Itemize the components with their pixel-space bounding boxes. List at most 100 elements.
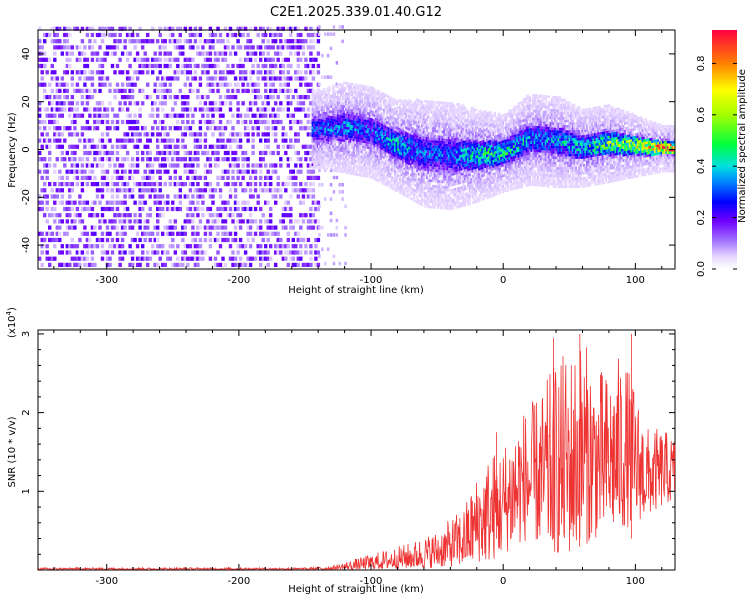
spectrogram-cell (344, 226, 347, 230)
spectrogram-cell (83, 256, 87, 261)
spectrogram-cell (146, 150, 150, 156)
spectrogram-cell (70, 76, 74, 81)
spectrogram-cell (248, 219, 253, 224)
spectrogram-cell (211, 32, 215, 38)
spectrogram-cell (363, 109, 367, 112)
spectrogram-cell (55, 82, 59, 87)
spectrogram-cell (319, 155, 322, 159)
spectrogram-cell (58, 82, 62, 87)
spectrogram-cell (78, 113, 82, 118)
spectrogram-cell (317, 147, 321, 151)
spectrogram-cell (317, 126, 321, 130)
spectrogram-cell (261, 213, 265, 218)
spectrogram-cell (409, 105, 413, 108)
spectrogram-cell (405, 134, 408, 137)
spectrogram-cell (360, 147, 363, 151)
spectrogram-cell (269, 256, 273, 261)
spectrogram-cell (181, 132, 185, 137)
spectrogram-cell (50, 113, 54, 118)
spectrogram-cell (228, 51, 233, 56)
spectrogram-cell (40, 132, 44, 137)
spectrogram-cell (128, 63, 132, 69)
spectrogram-cell (314, 237, 318, 243)
spectrogram-cell (274, 101, 278, 106)
spectrogram-cell (110, 45, 115, 50)
spectrogram-cell (238, 70, 243, 75)
spectrogram-cell (414, 100, 417, 103)
spectrogram-cell (357, 139, 360, 142)
spectrogram-cell (85, 95, 90, 100)
spectrogram-cell (163, 132, 167, 137)
spectrogram-cell (394, 159, 397, 163)
spectrogram-cell (313, 163, 316, 166)
spectrogram-cell (333, 127, 336, 130)
spectrogram-cell (85, 237, 90, 243)
spectrogram-cell (80, 250, 85, 255)
spectrogram-cell (340, 107, 343, 110)
spectrogram-cell (368, 154, 371, 158)
spectrogram-cell (108, 26, 112, 31)
spectrogram-cell (108, 231, 112, 236)
spectrogram-cell (178, 51, 182, 56)
spectrogram-cell (118, 107, 122, 112)
spectrogram-cell (370, 141, 373, 145)
spectrogram-cell (166, 200, 170, 205)
spectrogram-cell (384, 164, 387, 168)
spectrogram-cell (83, 244, 87, 249)
spectrogram-cell (281, 219, 285, 224)
spectrogram-cell (296, 169, 300, 174)
spectrogram-cell (398, 107, 401, 110)
spectrogram-cell (53, 70, 57, 75)
spectrogram-cell (411, 135, 414, 138)
spectrogram-cell (221, 101, 225, 106)
spectrogram-cell (398, 130, 401, 134)
spectrogram-cell (186, 95, 190, 100)
spectrogram-cell (405, 126, 408, 129)
spectrogram-cell (387, 164, 390, 167)
spectrogram-cell (128, 219, 132, 224)
spectrogram-cell (330, 134, 333, 137)
spectrogram-cell (40, 231, 44, 236)
spectrogram-cell (246, 45, 250, 50)
spectrogram-cell (336, 83, 340, 86)
spectrogram-cell (65, 182, 69, 187)
spectrogram-cell (233, 182, 238, 187)
spectrogram-cell (168, 225, 172, 230)
spectrogram-cell (151, 175, 155, 180)
spectrogram-cell (156, 213, 160, 218)
spectrogram-cell (321, 100, 324, 104)
spectrogram-cell (402, 116, 405, 120)
spectrogram-cell (228, 95, 233, 100)
spectrogram-cell (196, 231, 200, 236)
spectrogram-cell (90, 57, 95, 62)
spectrogram-cell (294, 88, 298, 93)
spectrogram-cell (135, 51, 140, 56)
spectrogram-cell (384, 125, 387, 129)
spectrogram-cell (335, 153, 338, 157)
spectrogram-cell (90, 70, 95, 75)
spectrogram-cell (325, 157, 328, 160)
spectrogram-cell (314, 256, 318, 261)
spectrogram-cell (343, 102, 346, 106)
spectrogram-cell (73, 88, 77, 93)
spectrogram-cell (344, 166, 348, 169)
spectrogram-cell (381, 126, 384, 129)
spectrogram-cell (417, 172, 420, 176)
spectrogram-cell (390, 126, 394, 129)
spectrogram-cell (354, 138, 357, 142)
spectrogram-cell (183, 157, 187, 162)
spectrogram-cell (85, 119, 90, 125)
spectrogram-cell (405, 171, 408, 174)
spectrogram-cell (85, 63, 90, 69)
spectrogram-cell (433, 127, 436, 130)
spectrogram-cell (417, 170, 420, 173)
spectrogram-cell (409, 152, 413, 156)
spectrogram-cell (45, 256, 49, 261)
spectrogram-cell (218, 32, 223, 38)
spectrogram-cell (332, 87, 335, 90)
spectrogram-cell (324, 148, 327, 152)
spectrogram-cell (321, 116, 324, 120)
spectrogram-cell (208, 163, 213, 168)
spectrogram-cell (45, 219, 49, 224)
spectrogram-cell (348, 90, 351, 93)
